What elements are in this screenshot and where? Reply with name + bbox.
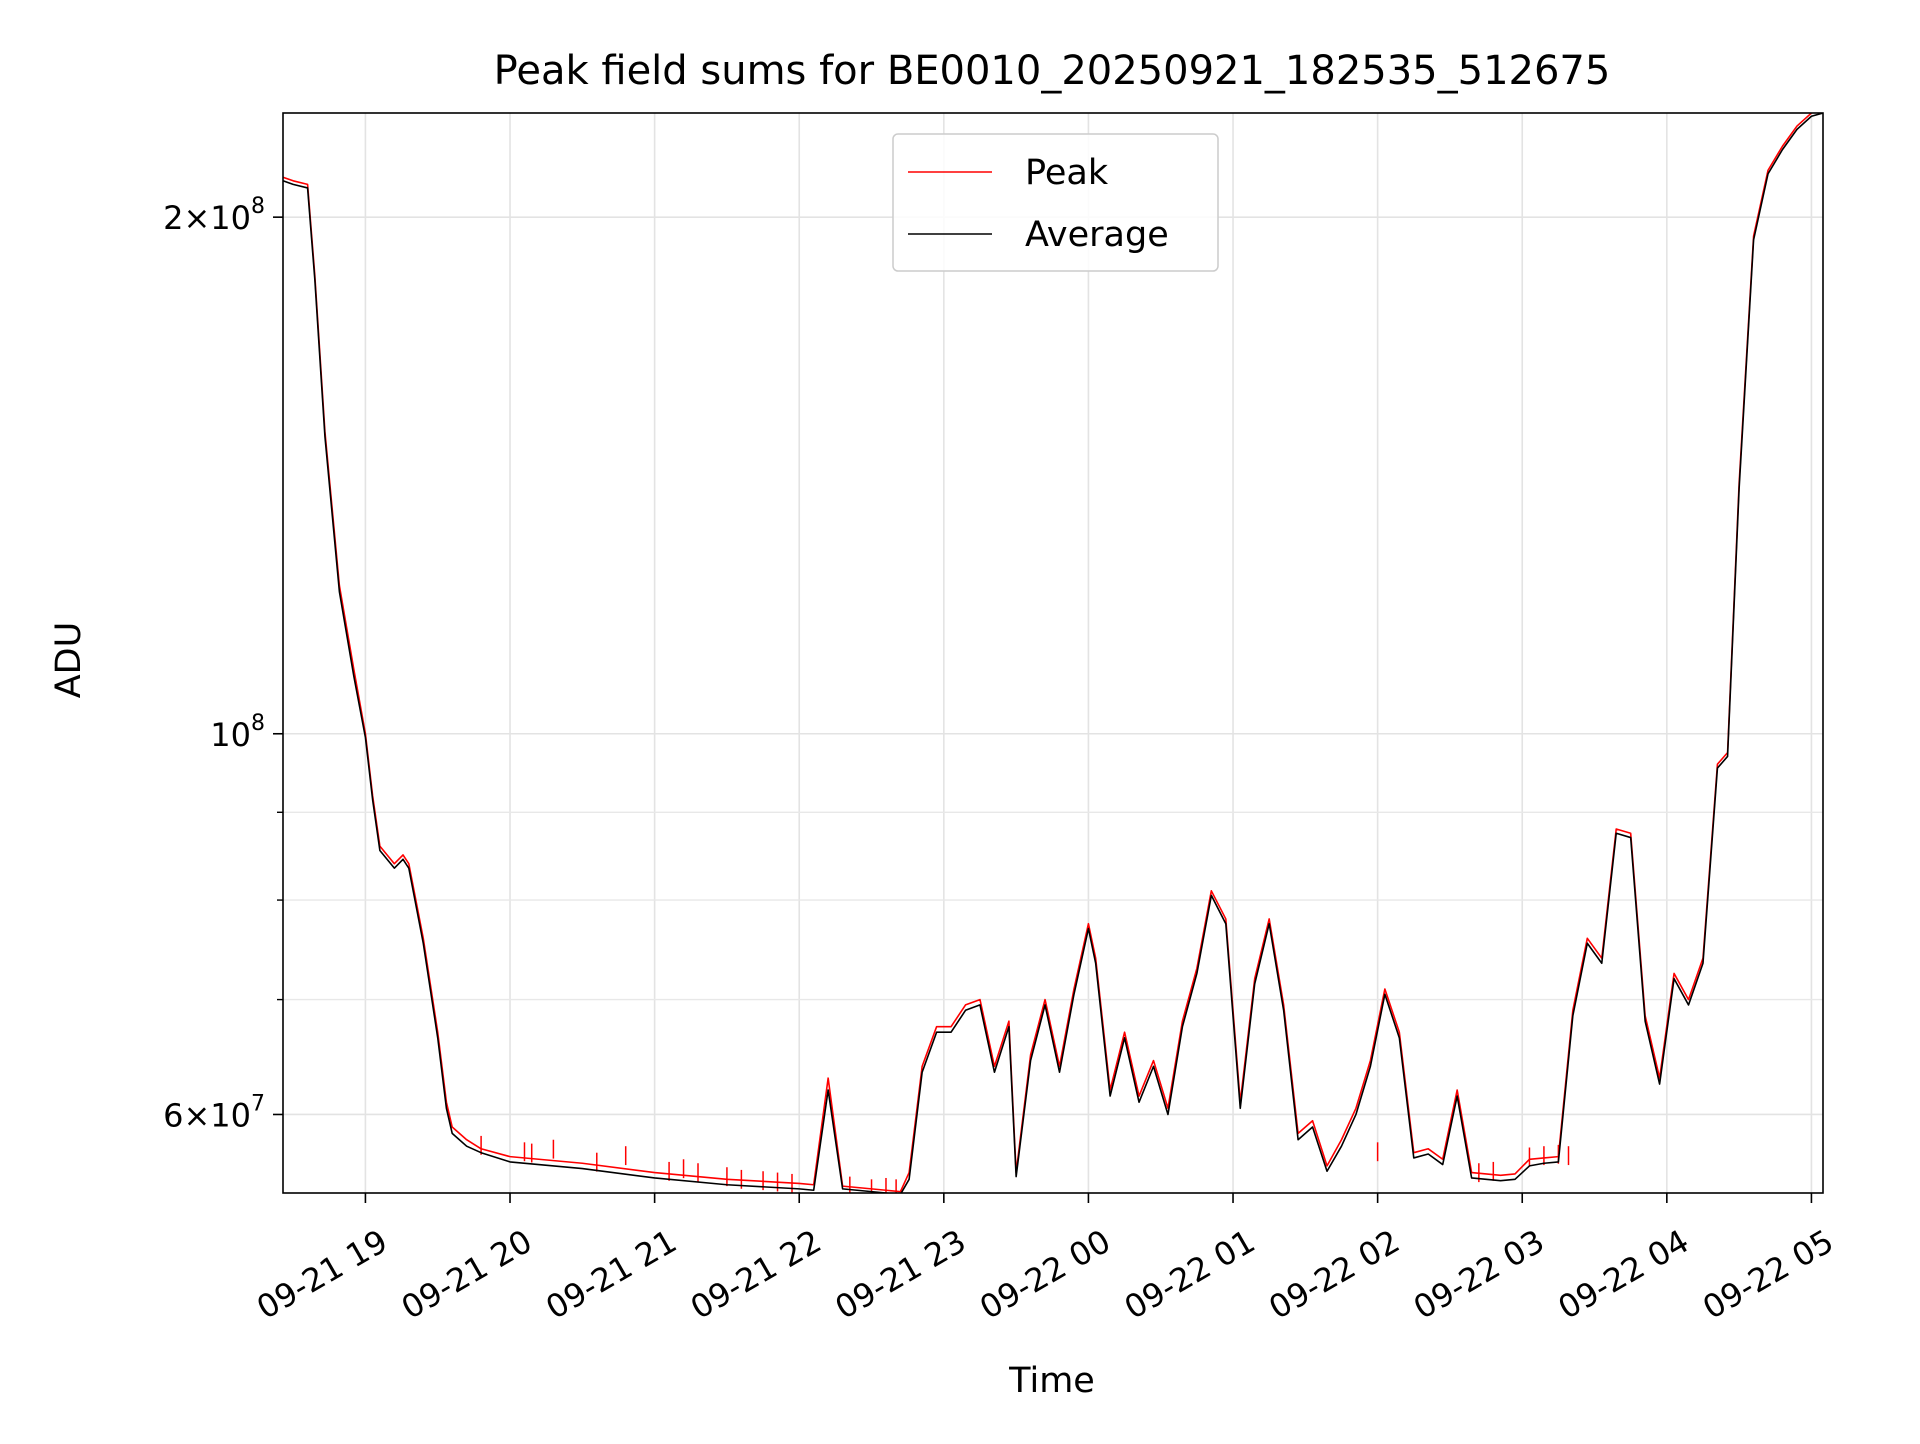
y-tick-label: 108 <box>210 711 265 754</box>
legend-peak-label: Peak <box>1025 153 1109 193</box>
y-tick-base: 6×10 <box>163 1096 251 1134</box>
y-tick-base: 2×10 <box>163 199 251 237</box>
y-tick-label: 2×108 <box>163 194 265 237</box>
x-axis-label: Time <box>1008 1361 1095 1401</box>
axes-frame <box>282 112 1824 1194</box>
plot-area <box>283 113 1823 1193</box>
legend-box <box>892 133 1219 272</box>
series-average <box>283 113 1823 1193</box>
y-tick-label: 6×107 <box>163 1091 265 1134</box>
y-axis-label: ADU <box>49 622 89 699</box>
y-tick-exponent: 8 <box>251 194 265 219</box>
y-tick-base: 10 <box>210 716 251 754</box>
y-tick-exponent: 8 <box>251 711 265 736</box>
legend: Peak Average <box>892 133 1219 272</box>
chart-title: Peak field sums for BE0010_20250921_1825… <box>494 48 1611 94</box>
y-tick-exponent: 7 <box>251 1091 265 1116</box>
legend-average-label: Average <box>1025 215 1169 255</box>
